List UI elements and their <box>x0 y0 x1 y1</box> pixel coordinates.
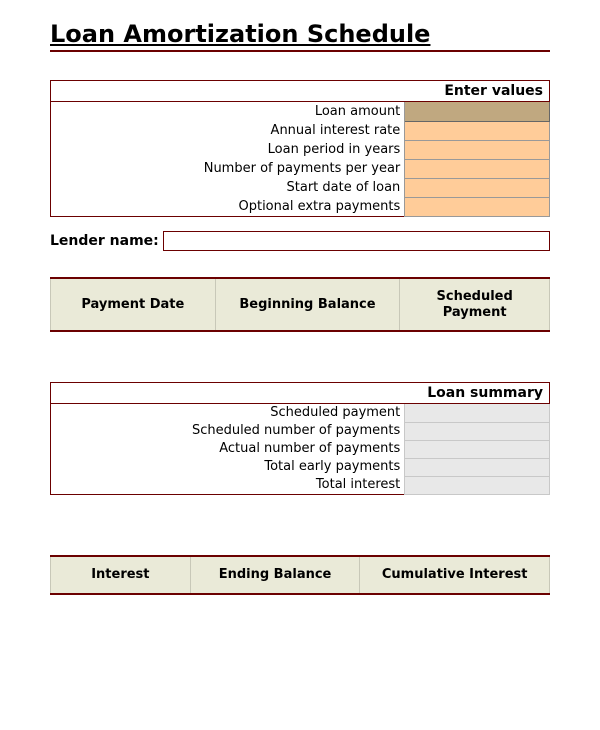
col-interest: Interest <box>51 556 191 594</box>
scheduled-number-value <box>405 422 550 440</box>
enter-values-header: Enter values <box>51 81 550 102</box>
actual-number-value <box>405 440 550 458</box>
page-title: Loan Amortization Schedule <box>50 20 550 52</box>
payments-per-year-input[interactable] <box>405 159 550 178</box>
enter-label: Optional extra payments <box>51 197 405 217</box>
loan-summary-table: Loan summary Scheduled payment Scheduled… <box>50 382 550 495</box>
scheduled-payment-value <box>405 404 550 423</box>
lender-label: Lender name: <box>50 233 159 249</box>
extra-payments-input[interactable] <box>405 197 550 217</box>
col-ending-balance: Ending Balance <box>190 556 360 594</box>
enter-values-table: Enter values Loan amount Annual interest… <box>50 80 550 217</box>
enter-label: Annual interest rate <box>51 121 405 140</box>
lender-name-input[interactable] <box>163 231 550 251</box>
lender-row: Lender name: <box>50 231 550 251</box>
enter-label: Start date of loan <box>51 178 405 197</box>
col-cumulative-interest: Cumulative Interest <box>360 556 550 594</box>
summary-label: Scheduled payment <box>51 404 405 423</box>
loan-period-input[interactable] <box>405 140 550 159</box>
summary-label: Scheduled number of payments <box>51 422 405 440</box>
col-beginning-balance: Beginning Balance <box>215 278 400 331</box>
enter-label: Loan period in years <box>51 140 405 159</box>
col-scheduled-payment: Scheduled Payment <box>400 278 550 331</box>
loan-summary-header: Loan summary <box>51 383 550 404</box>
summary-label: Total early payments <box>51 458 405 476</box>
start-date-input[interactable] <box>405 178 550 197</box>
annual-interest-rate-input[interactable] <box>405 121 550 140</box>
loan-amount-input[interactable] <box>405 102 550 122</box>
columns-bottom-bar: Interest Ending Balance Cumulative Inter… <box>50 555 550 595</box>
summary-label: Total interest <box>51 476 405 495</box>
total-interest-value <box>405 476 550 495</box>
col-payment-date: Payment Date <box>51 278 216 331</box>
enter-label: Number of payments per year <box>51 159 405 178</box>
enter-label: Loan amount <box>51 102 405 122</box>
summary-label: Actual number of payments <box>51 440 405 458</box>
columns-top-bar: Payment Date Beginning Balance Scheduled… <box>50 277 550 332</box>
total-early-value <box>405 458 550 476</box>
